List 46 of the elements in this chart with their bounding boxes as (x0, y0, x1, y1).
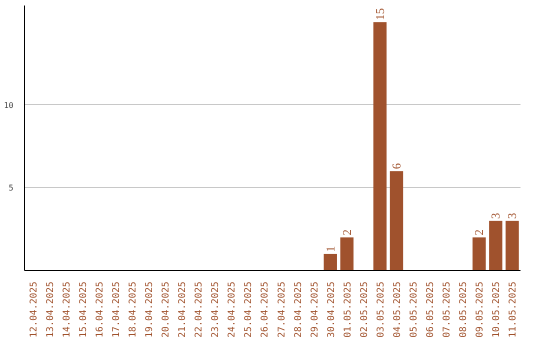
x-tick-label: 26.04.2025 (260, 281, 271, 338)
x-tick-label: 23.04.2025 (210, 281, 222, 338)
y-tick-label: 10 (4, 100, 14, 110)
bar (489, 220, 502, 270)
data-label: 2 (472, 229, 486, 236)
x-tick-label: 01.05.2025 (342, 281, 354, 338)
x-tick-label: 12.04.2025 (28, 281, 40, 338)
x-tick-label: 16.04.2025 (94, 281, 106, 338)
bar (390, 171, 404, 270)
x-tick-label: 13.04.2025 (44, 281, 56, 338)
x-tick-label: 04.05.2025 (392, 281, 403, 338)
x-tick-label: 24.04.2025 (226, 281, 238, 338)
data-label: 2 (340, 229, 354, 236)
bar (340, 237, 354, 270)
data-label: 3 (505, 212, 520, 219)
x-tick-label: 14.04.2025 (61, 281, 72, 338)
x-tick-label: 06.05.2025 (425, 281, 436, 338)
x-tick-label: 30.04.2025 (326, 281, 337, 338)
x-tick-label: 22.04.2025 (194, 281, 205, 338)
x-tick-label: 18.04.2025 (127, 281, 138, 338)
y-tick-label: 5 (8, 184, 14, 193)
x-tick-label: 15.04.2025 (78, 281, 89, 338)
x-tick-label: 02.05.2025 (358, 281, 370, 338)
bar (472, 237, 486, 270)
x-tick-label: 09.05.2025 (474, 281, 486, 338)
bar (506, 220, 519, 270)
x-tick-label: 29.04.2025 (309, 281, 320, 338)
bar (373, 22, 387, 270)
data-label: 6 (390, 163, 404, 170)
x-tick-label: 17.04.2025 (110, 281, 122, 338)
x-tick-label: 08.05.2025 (458, 281, 470, 338)
x-tick-label: 05.05.2025 (408, 281, 420, 338)
data-label: 15 (372, 8, 387, 20)
data-label: 3 (488, 212, 503, 219)
x-tick-label: 20.04.2025 (160, 281, 172, 338)
x-tick-label: 27.04.2025 (276, 281, 288, 338)
x-tick-label: 03.05.2025 (375, 281, 386, 338)
x-tick-label: 28.04.2025 (292, 281, 304, 338)
x-tick-label: 07.05.2025 (442, 281, 453, 338)
bar (324, 254, 337, 270)
x-tick-label: 19.04.2025 (144, 281, 155, 338)
x-tick-label: 21.04.2025 (177, 281, 188, 338)
x-tick-label: 25.04.2025 (243, 281, 254, 338)
x-tick-label: 11.05.2025 (508, 281, 519, 338)
x-tick-label: 10.05.2025 (491, 281, 502, 338)
data-label: 1 (323, 246, 338, 252)
